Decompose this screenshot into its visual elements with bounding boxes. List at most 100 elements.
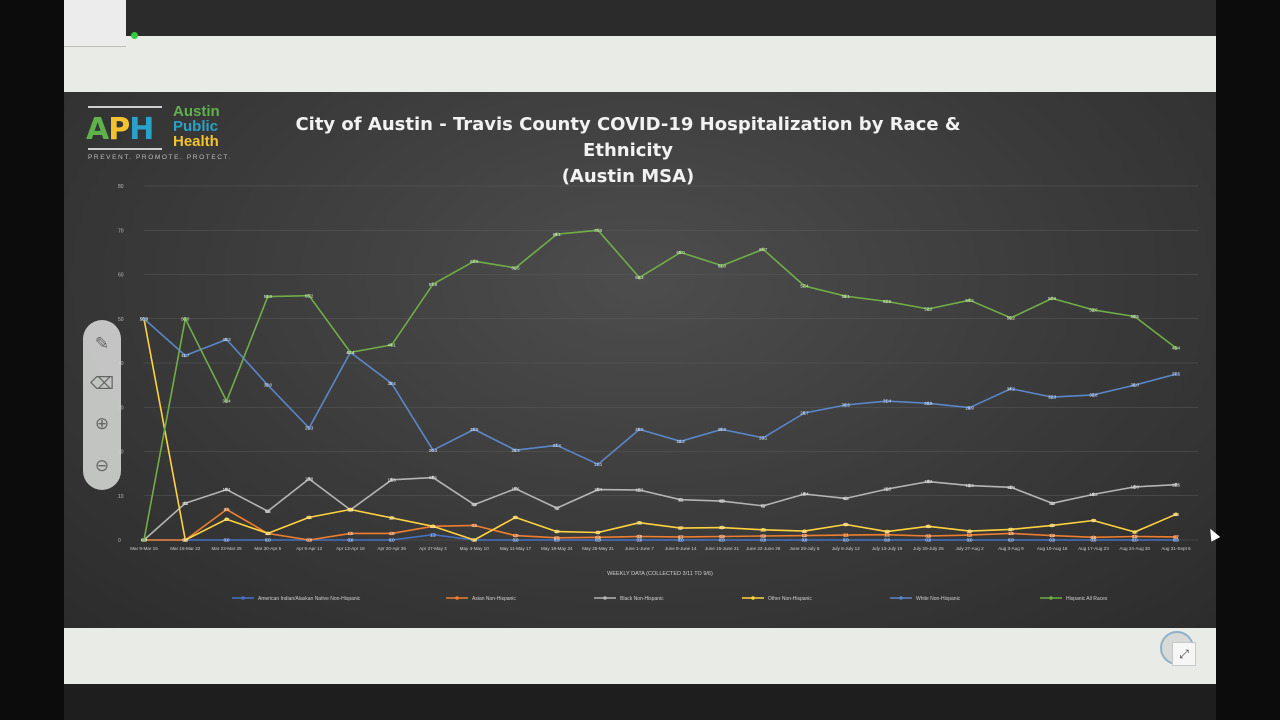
x-tick-label: May 18-May 24 — [541, 546, 573, 551]
data-label: 0.0 — [1091, 538, 1097, 543]
data-point — [224, 487, 229, 492]
data-point — [1091, 518, 1096, 523]
data-label: 4.7 — [224, 517, 230, 522]
zoom-out-icon[interactable]: ⊖ — [94, 456, 110, 476]
data-point — [555, 443, 559, 448]
data-point — [802, 538, 807, 542]
data-label: 10.3 — [1089, 492, 1098, 497]
data-point — [637, 520, 642, 525]
data-point — [637, 427, 642, 432]
data-label: 69.1 — [553, 232, 562, 237]
data-point — [720, 499, 724, 503]
data-label: 65.7 — [759, 247, 768, 252]
data-label: 11.6 — [512, 486, 521, 491]
data-label: 0.7 — [678, 535, 684, 540]
data-point — [761, 534, 765, 538]
data-label: 2.4 — [1008, 527, 1014, 532]
x-tick-label: Apr 13-Apr 19 — [336, 546, 365, 551]
data-point — [926, 534, 931, 538]
data-point — [926, 479, 931, 484]
x-tick-label: Apr 6-Apr 12 — [296, 546, 322, 551]
exit-fullscreen-icon[interactable]: ⤢ — [1172, 642, 1196, 666]
data-point — [761, 435, 765, 440]
data-label: 1.2 — [884, 532, 890, 537]
legend-label: Asian Non-Hispanic — [472, 596, 516, 602]
data-point — [307, 515, 311, 520]
data-point — [843, 538, 848, 542]
data-point — [596, 228, 600, 233]
data-point — [1174, 512, 1178, 517]
data-point — [1174, 538, 1178, 542]
legend-label: American Indian/Alaskan Native Non-Hispa… — [258, 596, 361, 602]
x-tick-label: Mar 16-Mar 22 — [170, 546, 201, 551]
zoom-in-icon[interactable]: ⊕ — [94, 414, 110, 434]
x-tick-label: Mar 23-Mar 29 — [211, 546, 242, 551]
data-label: 1.8 — [1132, 530, 1138, 535]
data-label: 23.1 — [759, 435, 768, 440]
data-point — [926, 307, 931, 311]
pen-icon[interactable]: ✎ — [94, 334, 110, 354]
logo-word-public: Public — [173, 118, 219, 135]
x-tick-label: July 13-July 19 — [872, 546, 903, 551]
data-label: 3.3 — [1049, 523, 1055, 528]
data-label: 9.4 — [843, 496, 849, 501]
annotation-toolbar: ✎ ⌫ ⊕ ⊖ — [83, 320, 121, 490]
data-point — [348, 538, 353, 542]
y-tick-label: 10 — [118, 494, 124, 500]
x-tick-label: May 11-May 17 — [500, 546, 532, 551]
data-point — [843, 496, 848, 501]
data-label: 0.0 — [554, 538, 560, 543]
data-point — [1050, 523, 1054, 528]
data-label: 55.2 — [305, 293, 314, 298]
data-label: 3.1 — [430, 524, 436, 529]
data-label: 7.7 — [760, 504, 766, 509]
window-tab[interactable] — [64, 0, 126, 47]
data-label: 61.5 — [511, 265, 520, 270]
data-point — [224, 538, 229, 542]
data-point — [720, 263, 724, 268]
data-label: 8.3 — [182, 501, 188, 506]
data-label: 0.0 — [760, 538, 766, 543]
data-point — [224, 337, 229, 342]
data-point — [389, 531, 394, 536]
data-label: 8.8 — [719, 499, 725, 504]
x-tick-label: Aug 3-Aug 9 — [998, 546, 1024, 551]
data-point — [967, 538, 972, 542]
data-point — [885, 399, 889, 403]
data-label: 35.0 — [1131, 383, 1140, 388]
eraser-icon[interactable]: ⌫ — [89, 374, 115, 394]
data-label: 52.0 — [1089, 308, 1098, 313]
data-label: 37.5 — [1172, 372, 1181, 377]
data-label: 6.5 — [265, 509, 271, 514]
data-point — [183, 316, 188, 321]
data-label: 11.5 — [883, 487, 892, 492]
data-label: 0.0 — [967, 538, 973, 543]
data-label: 0.6 — [595, 535, 601, 540]
data-point — [472, 259, 477, 264]
data-label: 25.0 — [470, 427, 479, 432]
data-point — [1009, 386, 1013, 391]
data-label: 8.3 — [1049, 501, 1055, 506]
data-point — [142, 316, 146, 321]
data-point — [307, 426, 311, 430]
data-label: 28.7 — [800, 411, 809, 416]
data-point — [678, 497, 683, 502]
data-label: 11.9 — [1007, 485, 1016, 490]
data-point — [926, 401, 931, 406]
data-point — [637, 538, 642, 542]
data-point — [431, 475, 435, 480]
data-label: 25.0 — [718, 427, 727, 432]
data-label: 1.0 — [802, 533, 808, 538]
data-label: 20.3 — [511, 448, 520, 453]
data-label: 0.7 — [1173, 535, 1179, 540]
data-label: 1.5 — [265, 531, 271, 536]
data-label: 31.4 — [222, 399, 231, 404]
x-tick-label: July 20-July 26 — [913, 546, 944, 551]
data-label: 3.9 — [636, 520, 642, 525]
data-label: 0.0 — [1049, 538, 1055, 543]
data-point — [802, 411, 807, 415]
data-label: 55.1 — [842, 294, 851, 299]
logo-mark: APH — [86, 112, 154, 147]
data-point — [1091, 492, 1096, 497]
